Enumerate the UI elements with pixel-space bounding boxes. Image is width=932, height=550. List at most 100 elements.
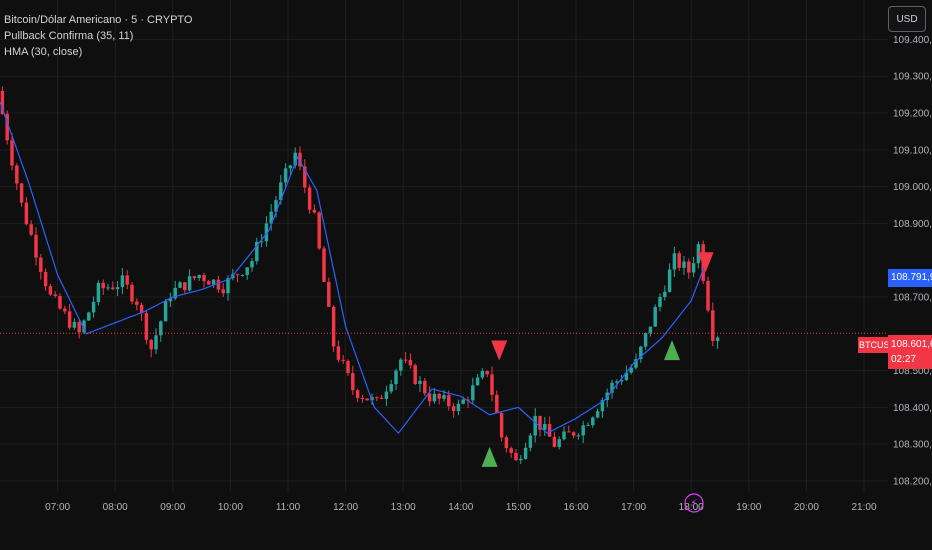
candle xyxy=(384,385,389,406)
candle xyxy=(245,267,249,280)
candle xyxy=(336,340,341,363)
y-tick-label: 108.200,00 xyxy=(893,476,932,487)
candle xyxy=(581,421,585,443)
candle xyxy=(562,426,566,441)
candle-body xyxy=(687,261,691,273)
candle xyxy=(144,310,149,345)
candle-body xyxy=(490,374,494,395)
buy-signal-triangle xyxy=(664,340,680,361)
candle-body xyxy=(139,304,144,314)
candle-body xyxy=(581,425,585,436)
candle-body xyxy=(571,432,576,436)
indicator-pullback-label[interactable]: Pullback Confirma (35, 11) xyxy=(4,30,134,42)
candle-body xyxy=(399,359,403,371)
candle-body xyxy=(509,448,513,453)
candle xyxy=(221,283,225,297)
candle xyxy=(475,373,480,386)
candle-body xyxy=(514,452,518,461)
candle-body xyxy=(53,294,57,296)
candle-body xyxy=(624,372,629,381)
candle-body xyxy=(307,187,312,210)
candle xyxy=(365,398,369,401)
candle-body xyxy=(211,279,216,285)
candle xyxy=(514,448,518,461)
x-tick-label: 17:00 xyxy=(621,502,646,513)
candle xyxy=(451,402,456,418)
time-axis[interactable]: 07:00 08:00 09:00 10:00 11:00 12:00 13:00 14:00… xyxy=(0,492,932,550)
candle-body xyxy=(87,312,91,321)
lightning-icon: ⚡ xyxy=(690,497,698,510)
candle xyxy=(283,163,288,190)
y-tick-label: 108.900,00 xyxy=(893,219,932,230)
candle xyxy=(418,376,422,392)
candle xyxy=(576,433,581,440)
candle xyxy=(187,269,192,292)
candle-body xyxy=(19,183,24,203)
candle xyxy=(192,275,197,281)
y-tick-label: 108.500,00 xyxy=(893,366,932,377)
candle xyxy=(653,304,657,327)
candle xyxy=(82,319,86,335)
candle-body xyxy=(245,267,249,275)
candle-body xyxy=(216,279,221,290)
candle xyxy=(499,411,504,442)
hma-path xyxy=(0,101,707,435)
candle-body xyxy=(432,393,437,402)
candle xyxy=(691,256,696,278)
candle-body xyxy=(595,411,600,418)
candle-body xyxy=(423,380,427,394)
symbol-title[interactable]: Bitcoin/Dólar Americano · 5 · CRYPTO xyxy=(4,14,193,26)
candle-body xyxy=(34,234,38,258)
candle-body xyxy=(691,263,696,273)
candle xyxy=(672,246,677,278)
candle xyxy=(379,394,384,400)
candle xyxy=(10,133,14,171)
candle xyxy=(399,357,403,376)
candle xyxy=(77,318,81,339)
candle xyxy=(168,292,173,307)
candle-body xyxy=(475,377,480,386)
candle xyxy=(341,354,345,365)
candle-body xyxy=(523,447,528,459)
candle xyxy=(216,275,221,293)
event-marker[interactable]: ⚡ xyxy=(684,493,704,513)
candle xyxy=(19,182,24,207)
candle xyxy=(427,386,432,407)
candle-body xyxy=(495,394,499,414)
candle-body xyxy=(538,415,542,430)
candle-body xyxy=(451,406,456,412)
candle xyxy=(115,280,120,297)
candle-body xyxy=(341,359,345,361)
candle-body xyxy=(648,326,653,333)
candle xyxy=(466,396,470,408)
candle-body xyxy=(485,370,489,375)
y-tick-label: 109.200,00 xyxy=(893,109,932,120)
candle-body xyxy=(48,286,53,295)
candle xyxy=(173,280,177,301)
candle xyxy=(403,351,408,364)
candle xyxy=(533,408,537,443)
candle-body xyxy=(67,311,72,328)
candle xyxy=(235,273,240,283)
indicator-hma-label[interactable]: HMA (30, close) xyxy=(4,46,83,58)
candle xyxy=(619,375,624,385)
candle xyxy=(523,442,528,460)
candle xyxy=(547,416,552,437)
sell-signal-triangle xyxy=(697,252,714,273)
candle xyxy=(715,335,720,349)
x-tick-label: 18:00 xyxy=(679,502,704,513)
x-tick-label: 16:00 xyxy=(563,502,588,513)
candle xyxy=(106,283,110,291)
candle-body xyxy=(365,398,369,401)
currency-button[interactable]: USD xyxy=(888,6,926,32)
candle xyxy=(303,159,307,194)
candle-body xyxy=(24,202,29,225)
candle xyxy=(293,147,297,169)
candle-body xyxy=(269,211,273,224)
candle-body xyxy=(259,241,264,243)
hma-line xyxy=(0,101,707,435)
candle-body xyxy=(317,212,321,249)
y-tick-label: 108.400,00 xyxy=(893,403,932,414)
candle-body xyxy=(144,313,149,340)
